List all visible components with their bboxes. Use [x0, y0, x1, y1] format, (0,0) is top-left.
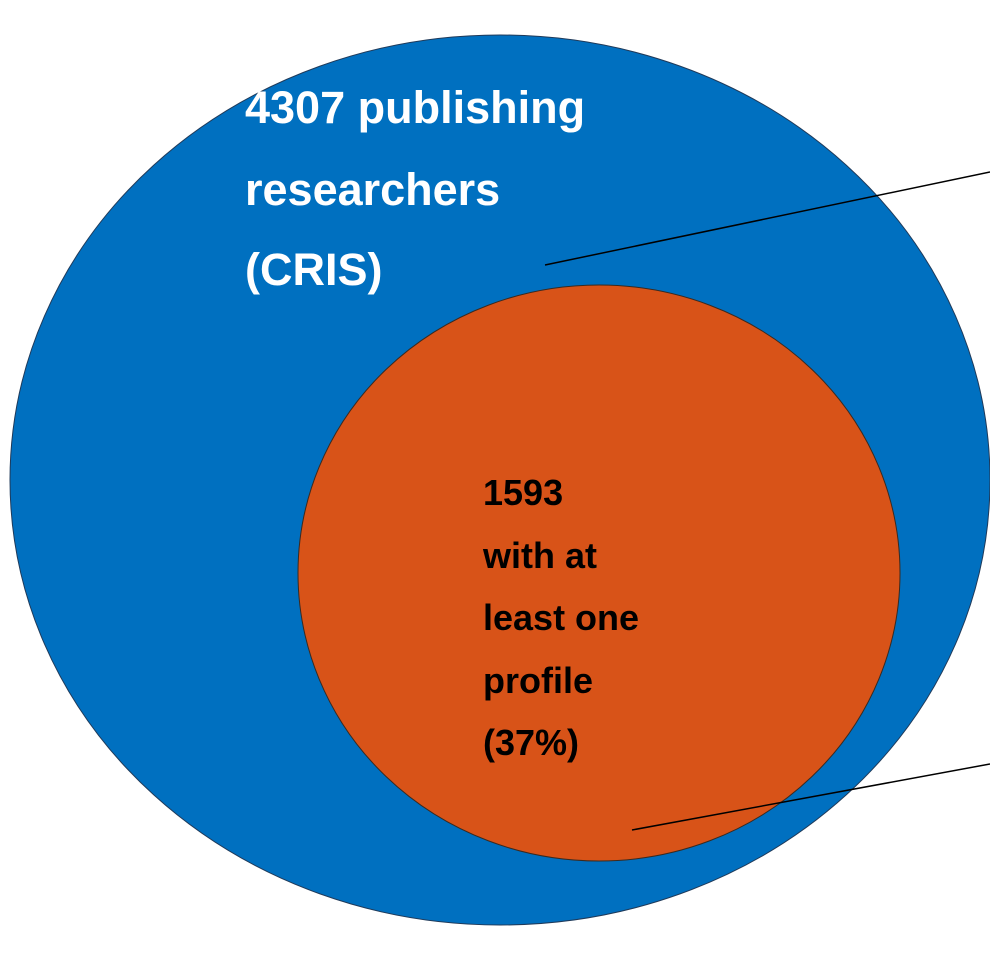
inner-label-line: with at — [482, 535, 597, 576]
inner-label-line: 1593 — [483, 472, 563, 513]
inner-label-line: least one — [483, 597, 639, 638]
inner-circle — [297, 284, 901, 862]
inner-label-line: (37%) — [483, 722, 579, 763]
outer-label-line: (CRIS) — [245, 244, 382, 295]
callout-line — [631, 763, 990, 831]
callout-line — [544, 171, 990, 266]
outer-label-line: researchers — [245, 164, 500, 215]
inner-label-line: profile — [483, 660, 593, 701]
outer-label-line: 4307 publishing — [245, 82, 585, 133]
